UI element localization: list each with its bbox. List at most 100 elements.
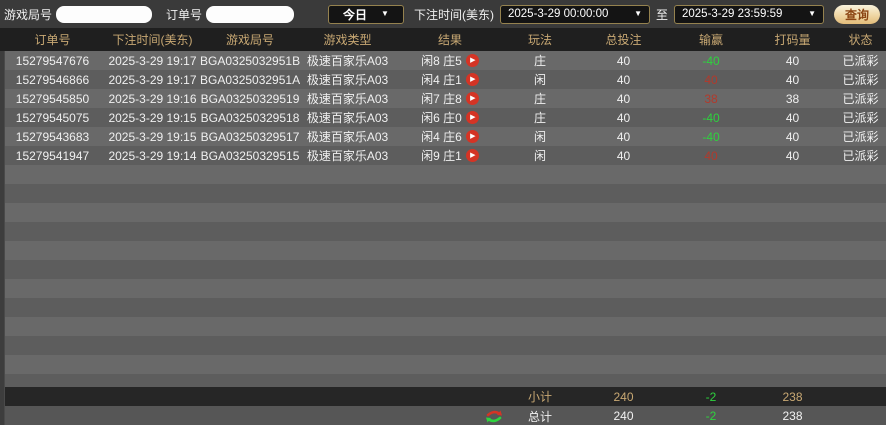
table-row: 15279545075 2025-3-29 19:15 BGA03250329518…	[0, 108, 886, 127]
column-header-turnover: 打码量	[774, 33, 811, 47]
play-cell: 庄	[533, 92, 546, 106]
game-type-cell: 极速百家乐A03	[306, 149, 389, 163]
empty-row	[0, 260, 886, 279]
result-cell: 闲4 庄1 ▶	[395, 71, 505, 88]
turnover-cell: 40	[785, 72, 800, 87]
order-id-cell: 15279541947	[15, 148, 90, 163]
empty-row	[0, 298, 886, 317]
empty-row	[0, 355, 886, 374]
table-body: 15279547676 2025-3-29 19:17 BGA0325032951B…	[0, 51, 886, 387]
order-id-cell: 15279547676	[15, 53, 90, 68]
bet-time-cell: 2025-3-29 19:17	[108, 53, 197, 68]
subtotal-label: 小计	[527, 390, 552, 404]
total-bet-cell: 40	[616, 72, 631, 87]
period-dropdown[interactable]: 今日 ▼	[327, 4, 404, 24]
order-id-cell: 15279545075	[15, 110, 90, 125]
total-turnover: 238	[782, 409, 803, 423]
total-win-loss: -2	[705, 409, 717, 423]
game-type-cell: 极速百家乐A03	[306, 73, 389, 87]
result-cell: 闲7 庄8 ▶	[395, 90, 505, 107]
total-bet-cell: 40	[616, 129, 631, 144]
bet-time-cell: 2025-3-29 19:14	[108, 148, 197, 163]
table-row: 15279543683 2025-3-29 19:15 BGA03250329517…	[0, 127, 886, 146]
result-text: 闲4 庄1	[421, 73, 462, 87]
total-bet-cell: 40	[616, 148, 631, 163]
total-label: 总计	[527, 409, 552, 424]
end-time-value: 2025-3-29 23:59:59	[682, 8, 783, 20]
win-loss-cell: 40	[704, 72, 718, 87]
play-cell: 庄	[533, 111, 546, 125]
turnover-cell: 40	[785, 129, 800, 144]
empty-row	[0, 203, 886, 222]
total-total-bet: 240	[613, 409, 634, 423]
order-number-input[interactable]	[206, 5, 295, 23]
total-bet-cell: 40	[616, 53, 631, 68]
round-id-cell: BGA03250329518	[200, 110, 300, 125]
order-number-label: 订单号	[166, 7, 203, 22]
turnover-cell: 40	[785, 148, 800, 163]
result-cell: 闲9 庄1 ▶	[395, 147, 505, 164]
status-cell: 已派彩	[842, 73, 879, 87]
round-id-cell: BGA0325032951A	[200, 72, 300, 87]
column-header-total-bet: 总投注	[605, 33, 642, 47]
bet-time-cell: 2025-3-29 19:16	[108, 91, 197, 106]
result-text: 闲6 庄0	[421, 111, 462, 125]
empty-row	[0, 184, 886, 203]
subtotal-row: 小计 240 -2 238	[0, 387, 886, 406]
game-type-cell: 极速百家乐A03	[306, 111, 389, 125]
period-dropdown-value: 今日	[343, 7, 368, 22]
column-header-order-id: 订单号	[34, 33, 71, 47]
play-icon[interactable]: ▶	[465, 73, 479, 86]
play-icon[interactable]: ▶	[465, 92, 479, 105]
column-header-status: 状态	[848, 33, 873, 47]
result-cell: 闲4 庄6 ▶	[395, 128, 505, 145]
result-cell: 闲6 庄0 ▶	[395, 109, 505, 126]
swap-arrows-icon[interactable]	[485, 410, 503, 423]
column-header-play: 玩法	[527, 33, 552, 47]
play-icon[interactable]: ▶	[465, 149, 479, 162]
start-time-dropdown[interactable]: 2025-3-29 00:00:00 ▼	[499, 4, 650, 24]
start-time-value: 2025-3-29 00:00:00	[507, 8, 609, 20]
table-header: 订单号 下注时间(美东) 游戏局号 游戏类型 结果 玩法 总投注 输赢 打码量 …	[0, 28, 886, 51]
play-icon[interactable]: ▶	[465, 54, 479, 67]
round-id-cell: BGA0325032951B	[200, 53, 300, 68]
to-label: 至	[655, 7, 668, 22]
empty-row	[0, 317, 886, 336]
query-button[interactable]: 查询	[834, 4, 880, 24]
play-cell: 闲	[533, 73, 546, 87]
column-header-win-loss: 输赢	[698, 33, 723, 47]
subtotal-total-bet: 240	[613, 389, 634, 404]
result-text: 闲9 庄1	[421, 149, 462, 163]
game-round-label: 游戏局号	[4, 7, 53, 22]
empty-row	[0, 165, 886, 184]
status-cell: 已派彩	[842, 130, 879, 144]
order-id-cell: 15279545850	[15, 91, 90, 106]
bet-time-cell: 2025-3-29 19:15	[108, 110, 197, 125]
play-cell: 闲	[533, 130, 546, 144]
filter-bar: 游戏局号 订单号 今日 ▼ 下注时间(美东) 2025-3-29 00:00:0…	[0, 0, 886, 28]
win-loss-cell: -40	[702, 53, 720, 68]
round-id-cell: BGA03250329517	[200, 129, 300, 144]
status-cell: 已派彩	[842, 149, 879, 163]
game-round-input[interactable]	[56, 5, 153, 23]
result-cell: 闲8 庄5 ▶	[395, 52, 505, 69]
play-cell: 庄	[533, 54, 546, 68]
chevron-down-icon: ▼	[634, 9, 642, 18]
play-icon[interactable]: ▶	[465, 111, 479, 124]
order-id-cell: 15279546866	[15, 72, 90, 87]
status-cell: 已派彩	[842, 92, 879, 106]
bet-time-label: 下注时间(美东)	[413, 7, 494, 22]
subtotal-win-loss: -2	[705, 389, 717, 404]
end-time-dropdown[interactable]: 2025-3-29 23:59:59 ▼	[674, 4, 824, 24]
win-loss-cell: 38	[704, 91, 718, 106]
play-icon[interactable]: ▶	[465, 130, 479, 143]
empty-row	[0, 241, 886, 260]
win-loss-cell: 40	[704, 148, 718, 163]
bet-time-cell: 2025-3-29 19:15	[108, 129, 197, 144]
total-row: 总计 240 -2 238	[0, 406, 886, 425]
play-cell: 闲	[533, 149, 546, 163]
bet-time-cell: 2025-3-29 19:17	[108, 72, 197, 87]
table-row: 15279547676 2025-3-29 19:17 BGA0325032951B…	[0, 51, 886, 70]
column-header-result: 结果	[437, 33, 462, 47]
total-bet-cell: 40	[616, 91, 631, 106]
